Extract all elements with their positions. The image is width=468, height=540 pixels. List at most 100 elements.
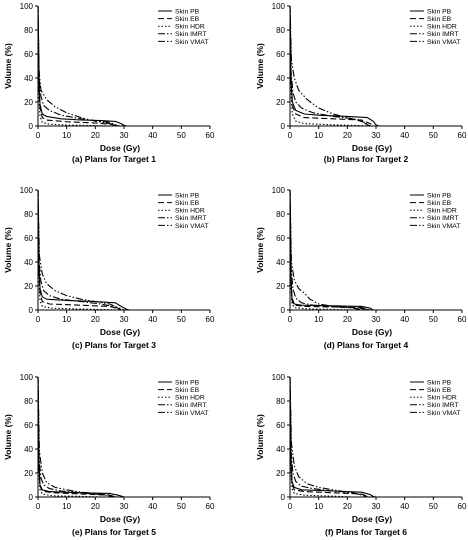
legend-label: Skin HDR	[427, 208, 457, 215]
legend-label: Skin HDR	[427, 395, 457, 402]
x-tick-label: 10	[314, 131, 323, 140]
x-axis-label: Dose (Gy)	[100, 143, 140, 153]
x-tick-label: 20	[343, 315, 352, 324]
y-tick-label: 100	[272, 186, 286, 195]
series-line-skin-pb	[289, 376, 377, 498]
series-line-skin-hdr	[289, 5, 368, 127]
x-tick-label: 40	[400, 502, 409, 511]
x-axis-label: Dose (Gy)	[100, 327, 140, 337]
dvh-panel-3: 0 10 20 30 40 50 60 0 20 40 60 80 100 Dose (Gy) Volume…	[3, 186, 215, 350]
x-tick-label: 60	[206, 131, 215, 140]
legend-label: Skin PB	[427, 8, 452, 15]
legend-label: Skin VMAT	[427, 39, 461, 46]
x-axis-label: Dose (Gy)	[100, 514, 140, 524]
x-tick-label: 0	[36, 131, 41, 140]
series-line-skin-pb	[289, 5, 380, 127]
x-tick-label: 10	[62, 315, 71, 324]
series-line-skin-hdr	[37, 5, 110, 127]
y-tick-label: 0	[281, 122, 286, 131]
series-line-skin-pb	[37, 5, 127, 127]
y-tick-label: 20	[24, 282, 33, 291]
x-tick-label: 40	[148, 131, 157, 140]
series-line-skin-eb	[289, 189, 371, 311]
series-line-skin-pb	[289, 189, 374, 311]
legend-label: Skin VMAT	[175, 410, 209, 417]
dvh-panel-2: 0 10 20 30 40 50 60 0 20 40 60 80 100 Dose (Gy) Volume…	[255, 2, 467, 164]
y-axis-label: Volume (%)	[3, 227, 13, 273]
y-tick-label: 80	[276, 26, 285, 35]
x-tick-label: 30	[120, 502, 129, 511]
legend-label: Skin PB	[175, 379, 200, 386]
y-tick-label: 20	[24, 469, 33, 478]
series-line-skin-hdr	[37, 189, 116, 311]
y-tick-label: 80	[276, 397, 285, 406]
y-tick-label: 0	[281, 306, 286, 315]
y-tick-label: 40	[276, 445, 285, 454]
y-tick-label: 40	[24, 74, 33, 83]
y-tick-label: 60	[276, 234, 285, 243]
legend-label: Skin VMAT	[427, 410, 461, 417]
series-line-skin-imrt	[37, 189, 122, 311]
legend-label: Skin VMAT	[427, 223, 461, 230]
legend-label: Skin PB	[175, 192, 200, 199]
panel-caption: (b) Plans for Target 2	[324, 154, 409, 164]
legend-label: Skin VMAT	[175, 223, 209, 230]
x-tick-label: 10	[62, 131, 71, 140]
legend-label: Skin IMRT	[427, 215, 459, 222]
y-tick-label: 0	[29, 493, 34, 502]
y-tick-label: 20	[276, 98, 285, 107]
y-tick-label: 80	[24, 26, 33, 35]
y-axis-label: Volume (%)	[255, 227, 265, 273]
series-line-skin-hdr	[289, 189, 354, 311]
y-tick-label: 100	[20, 373, 34, 382]
x-tick-label: 30	[372, 315, 381, 324]
x-tick-label: 40	[148, 502, 157, 511]
y-tick-label: 20	[276, 469, 285, 478]
dvh-panel-5: 0 10 20 30 40 50 60 0 20 40 60 80 100 Dose (Gy) Volume…	[3, 373, 215, 537]
y-tick-label: 60	[276, 421, 285, 430]
series-line-skin-eb	[37, 5, 122, 127]
legend-label: Skin IMRT	[427, 402, 459, 409]
y-tick-label: 0	[281, 493, 286, 502]
series-line-skin-imrt	[289, 376, 368, 498]
y-tick-label: 0	[29, 122, 34, 131]
x-tick-label: 60	[458, 315, 467, 324]
x-tick-label: 20	[91, 502, 100, 511]
legend-label: Skin EB	[175, 387, 200, 394]
series-line-skin-hdr	[289, 376, 354, 498]
series-line-skin-eb	[37, 376, 119, 498]
x-tick-label: 0	[288, 502, 293, 511]
legend-label: Skin VMAT	[175, 39, 209, 46]
x-tick-label: 40	[148, 315, 157, 324]
x-tick-label: 20	[343, 131, 352, 140]
x-tick-label: 50	[177, 315, 186, 324]
x-axis-label: Dose (Gy)	[352, 143, 392, 153]
legend-label: Skin EB	[427, 200, 452, 207]
dvh-panel-1: 0 10 20 30 40 50 60 0 20 40 60 80 100 Dose (Gy) Volume…	[3, 2, 215, 164]
y-tick-label: 60	[24, 234, 33, 243]
legend-label: Skin IMRT	[175, 31, 207, 38]
x-tick-label: 10	[62, 502, 71, 511]
x-tick-label: 60	[206, 502, 215, 511]
y-axis-label: Volume (%)	[255, 414, 265, 460]
legend-label: Skin EB	[175, 200, 200, 207]
series-line-skin-eb	[37, 189, 122, 311]
legend-label: Skin EB	[427, 387, 452, 394]
x-tick-label: 40	[400, 131, 409, 140]
x-tick-label: 50	[429, 315, 438, 324]
series-line-skin-hdr	[37, 376, 102, 498]
series-line-skin-vmat	[289, 376, 368, 498]
legend-label: Skin PB	[427, 379, 452, 386]
series-line-skin-imrt	[289, 189, 368, 311]
legend-label: Skin HDR	[175, 395, 205, 402]
series-line-skin-vmat	[37, 189, 125, 311]
legend-label: Skin EB	[427, 16, 452, 23]
series-line-skin-imrt	[37, 5, 119, 127]
x-tick-label: 0	[36, 502, 41, 511]
series-line-skin-vmat	[289, 5, 371, 127]
x-tick-label: 0	[288, 131, 293, 140]
legend-label: Skin IMRT	[175, 215, 207, 222]
x-tick-label: 0	[288, 315, 293, 324]
x-tick-label: 20	[343, 502, 352, 511]
